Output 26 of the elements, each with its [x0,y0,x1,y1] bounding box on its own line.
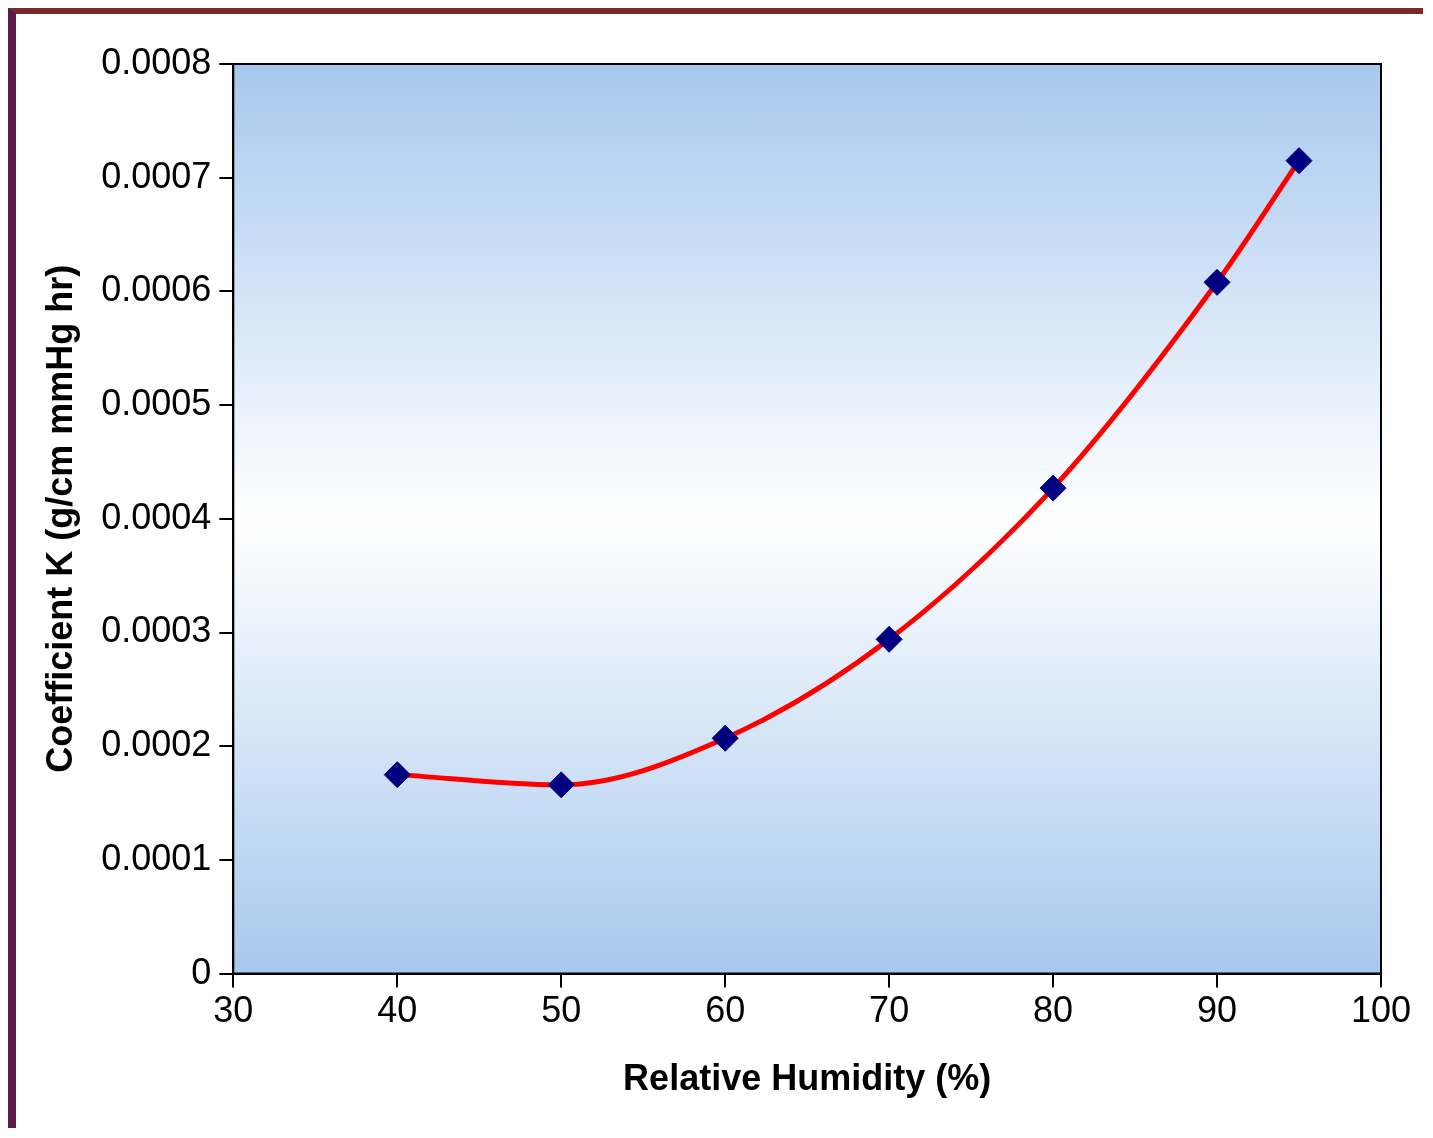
point [1203,268,1231,296]
point [1039,474,1067,502]
y-tick-label: 0 [191,950,212,992]
y-tick-label: 0.0004 [101,495,212,537]
x-tick-label: 30 [213,989,254,1031]
y-axis-title: Coefficient K (g/cm mmHg hr) [38,264,80,773]
y-tick-label: 0.0003 [101,609,212,651]
y-tick-label: 0.0008 [101,40,212,82]
y-tick-label: 0.0007 [101,154,212,196]
point [547,771,575,799]
point [711,724,739,752]
x-tick-label: 70 [869,989,910,1031]
x-tick-label: 40 [377,989,418,1031]
x-axis-title: Relative Humidity (%) [623,1057,992,1099]
x-tick-label: 80 [1033,989,1074,1031]
point [383,761,411,789]
x-tick-label: 50 [541,989,582,1031]
y-tick-label: 0.0001 [101,836,212,878]
y-tick-label: 0.0005 [101,382,212,424]
x-tick-label: 100 [1350,989,1412,1031]
point [1285,147,1313,175]
y-tick-label: 0.0002 [101,723,212,765]
point [875,625,903,653]
x-tick-label: 60 [705,989,746,1031]
y-tick-label: 0.0006 [101,268,212,310]
x-tick-label: 90 [1197,989,1238,1031]
